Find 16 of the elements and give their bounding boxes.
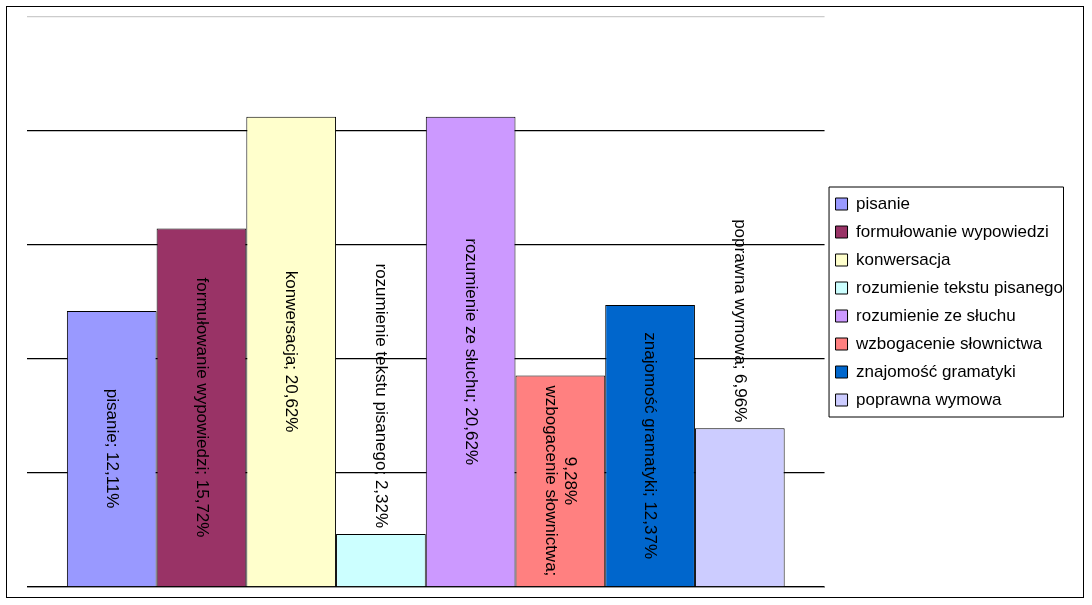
legend-label: rozumienie ze słuchu [856, 305, 1016, 325]
data-label: znajomość gramatyki; 12,37% [641, 332, 661, 560]
legend-label: poprawna wymowa [856, 389, 1003, 409]
legend-label: rozumienie tekstu pisanego [856, 277, 1064, 297]
data-label: rozumienie tekstu pisanego; 2,32% [372, 263, 392, 529]
legend-label: konwersacja [856, 249, 952, 269]
legend-label: pisanie [856, 193, 910, 213]
legend-label: wzbogacenie słownictwa [855, 333, 1043, 353]
legend-label: formułowanie wypowiedzi [856, 221, 1049, 241]
data-label: konwersacja; 20,62% [282, 270, 302, 433]
data-label: poprawna wymowa; 6,96% [731, 219, 751, 423]
data-label: wzbogacenie słownictwa; 9,28% [542, 384, 581, 577]
data-label: formułowanie wypowiedzi; 15,72% [192, 277, 212, 538]
legend-label: znajomość gramatyki [856, 361, 1016, 381]
data-label: rozumienie ze słuchu; 20,62% [461, 238, 481, 466]
data-label: pisanie; 12,11% [103, 388, 123, 509]
